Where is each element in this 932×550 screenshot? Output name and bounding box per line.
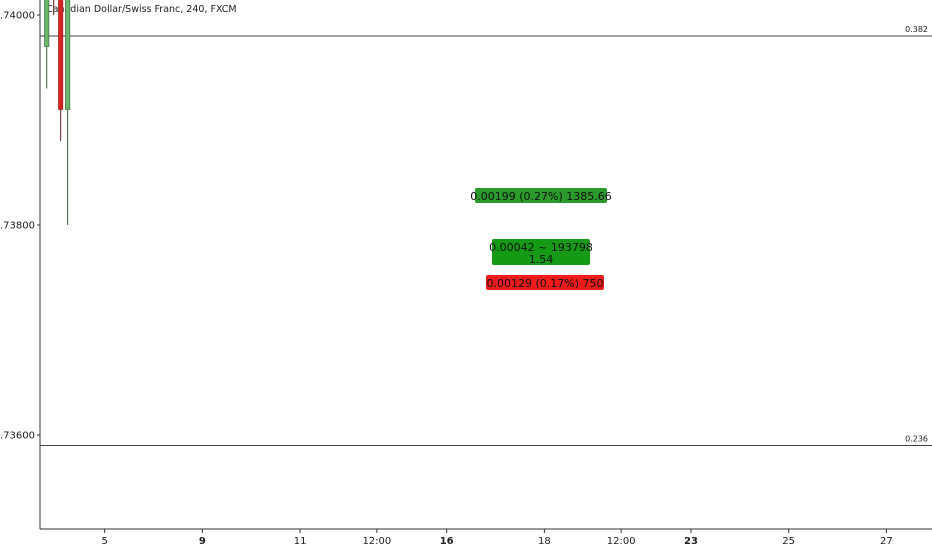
candle-body	[58, 0, 64, 110]
fib-level-label: 0.236	[905, 435, 928, 444]
x-tick-label: 12:00	[362, 536, 391, 547]
candle	[44, 0, 50, 89]
target-label-bg	[475, 188, 607, 203]
stop-label-bg	[486, 275, 604, 290]
candle	[53, 0, 55, 15]
middle-label-bg	[492, 239, 590, 265]
middle-label-line1: 0.00042 ~ 193798	[489, 241, 593, 254]
y-tick-label: 0.73600	[0, 431, 35, 442]
candle	[58, 0, 64, 141]
candle	[65, 0, 71, 225]
fib-level-label: 0.382	[905, 25, 928, 34]
x-tick-label: 16	[440, 536, 454, 547]
x-tick-label: 23	[684, 536, 698, 547]
x-tick-label: 25	[782, 536, 795, 547]
x-tick-label: 11	[294, 536, 307, 547]
x-tick-label: 27	[880, 536, 893, 547]
candle-body	[44, 0, 50, 47]
x-tick-label: 5	[101, 536, 107, 547]
stop-label: 0.00129 (0.17%) 750	[486, 275, 604, 290]
x-tick-label: 12:00	[607, 536, 636, 547]
target-label: 0.00199 (0.27%) 1385.66	[470, 188, 612, 203]
candle-body	[65, 0, 71, 110]
x-tick-label: 18	[538, 536, 551, 547]
target-label-text: 0.00199 (0.27%) 1385.66	[470, 190, 612, 203]
x-tick-label: 9	[199, 536, 206, 547]
stop-label-text: 0.00129 (0.17%) 750	[486, 277, 603, 290]
chart-title: Canadian Dollar/Swiss Franc, 240, FXCM	[46, 4, 237, 15]
y-tick-label: 0.74000	[0, 11, 35, 22]
middle-label-line2: 1.54	[529, 253, 554, 266]
y-tick-label: 0.73800	[0, 221, 35, 232]
